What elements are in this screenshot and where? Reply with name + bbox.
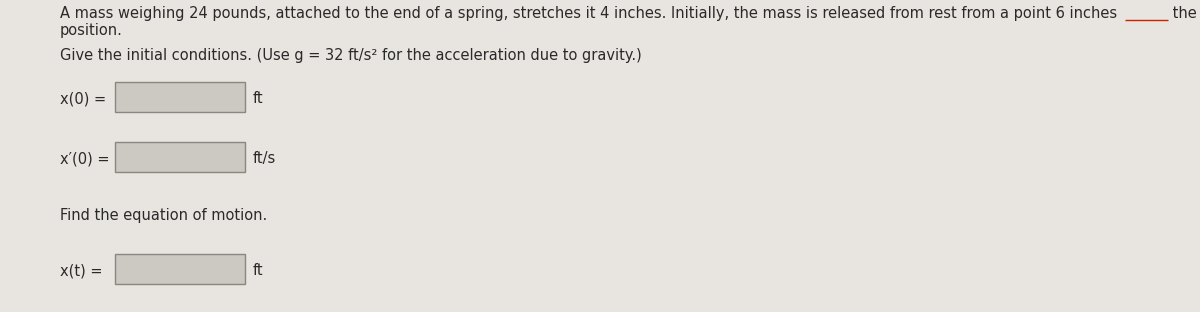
Text: Give the initial conditions. (Use g = 32 ft/s² for the acceleration due to gravi: Give the initial conditions. (Use g = 32… bbox=[60, 48, 642, 63]
Text: Find the equation of motion.: Find the equation of motion. bbox=[60, 208, 268, 223]
FancyBboxPatch shape bbox=[115, 142, 245, 172]
Text: ft/s: ft/s bbox=[253, 151, 276, 166]
Text: ft: ft bbox=[253, 91, 264, 106]
Text: x(t) =: x(t) = bbox=[60, 263, 102, 278]
Text: x(0) =: x(0) = bbox=[60, 91, 106, 106]
Text: A mass weighing 24 pounds, attached to the end of a spring, stretches it 4 inche: A mass weighing 24 pounds, attached to t… bbox=[60, 6, 1122, 21]
Text: position.: position. bbox=[60, 23, 122, 38]
Text: x′(0) =: x′(0) = bbox=[60, 151, 109, 166]
FancyBboxPatch shape bbox=[115, 82, 245, 112]
FancyBboxPatch shape bbox=[115, 254, 245, 284]
Text: the equilibrium: the equilibrium bbox=[1169, 6, 1200, 21]
Text: ft: ft bbox=[253, 263, 264, 278]
